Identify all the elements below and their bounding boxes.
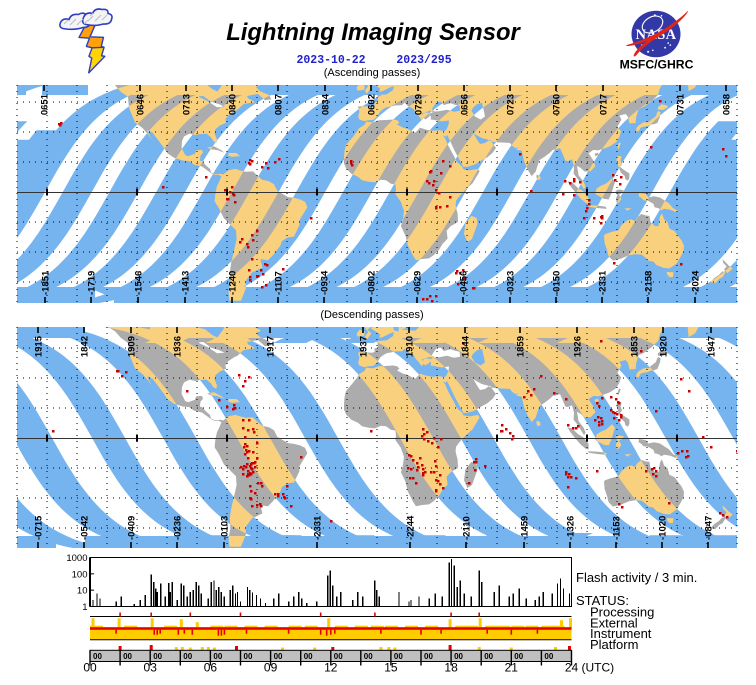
svg-text:1936: 1936 bbox=[173, 336, 184, 357]
svg-text:(Descending passes): (Descending passes) bbox=[320, 309, 423, 321]
svg-text:00: 00 bbox=[153, 652, 162, 661]
svg-text:-1851: -1851 bbox=[41, 270, 52, 295]
svg-text:-0456: -0456 bbox=[459, 271, 470, 295]
svg-text:MSFC/GHRC: MSFC/GHRC bbox=[620, 58, 694, 72]
svg-text:0717: 0717 bbox=[599, 94, 610, 115]
svg-text:1842: 1842 bbox=[80, 336, 91, 357]
svg-text:00: 00 bbox=[454, 652, 463, 661]
svg-text:1915: 1915 bbox=[34, 335, 45, 357]
svg-text:00: 00 bbox=[304, 652, 313, 661]
svg-text:-2024: -2024 bbox=[691, 270, 702, 295]
svg-text:(UTC): (UTC) bbox=[582, 661, 615, 675]
svg-text:1859: 1859 bbox=[516, 336, 527, 357]
svg-text:1937: 1937 bbox=[359, 336, 370, 357]
svg-text:2023-10-22: 2023-10-22 bbox=[296, 54, 365, 67]
svg-text:-0236: -0236 bbox=[173, 516, 184, 540]
svg-text:-2244: -2244 bbox=[406, 515, 417, 540]
svg-text:00: 00 bbox=[244, 652, 253, 661]
svg-text:Lightning Imaging Sensor: Lightning Imaging Sensor bbox=[226, 19, 521, 46]
svg-text:(Ascending passes): (Ascending passes) bbox=[324, 67, 421, 79]
svg-text:00: 00 bbox=[123, 652, 132, 661]
svg-text:-0802: -0802 bbox=[367, 271, 378, 295]
svg-text:-1719: -1719 bbox=[87, 271, 98, 295]
svg-text:-0103: -0103 bbox=[220, 516, 231, 540]
svg-text:00: 00 bbox=[484, 652, 493, 661]
svg-text:00: 00 bbox=[83, 661, 97, 675]
svg-text:-0934: -0934 bbox=[320, 270, 331, 295]
svg-text:0646: 0646 bbox=[136, 94, 147, 115]
svg-text:-0323: -0323 bbox=[506, 271, 517, 295]
svg-text:0840: 0840 bbox=[228, 94, 239, 115]
svg-text:-1459: -1459 bbox=[520, 516, 531, 540]
svg-text:1844: 1844 bbox=[461, 335, 472, 357]
svg-text:1909: 1909 bbox=[127, 336, 138, 357]
svg-text:10: 10 bbox=[77, 586, 88, 597]
svg-text:03: 03 bbox=[144, 661, 158, 675]
svg-text:00: 00 bbox=[213, 652, 222, 661]
svg-text:Processing: Processing bbox=[590, 605, 654, 620]
svg-text:1926: 1926 bbox=[573, 336, 584, 357]
svg-text:00: 00 bbox=[334, 652, 343, 661]
svg-text:00: 00 bbox=[394, 652, 403, 661]
svg-text:External: External bbox=[590, 615, 638, 630]
svg-text:-1546: -1546 bbox=[134, 271, 145, 295]
svg-text:-0409: -0409 bbox=[127, 516, 138, 540]
svg-text:Platform: Platform bbox=[590, 637, 638, 652]
svg-text:-1153: -1153 bbox=[612, 516, 623, 540]
svg-text:100: 100 bbox=[72, 569, 88, 580]
svg-text:-1107: -1107 bbox=[274, 271, 285, 295]
svg-text:1947: 1947 bbox=[707, 336, 718, 357]
svg-text:2023/295: 2023/295 bbox=[396, 54, 451, 67]
svg-text:-1413: -1413 bbox=[181, 271, 192, 295]
svg-text:0602: 0602 bbox=[367, 94, 378, 115]
svg-text:12: 12 bbox=[324, 661, 338, 675]
svg-text:-2331: -2331 bbox=[598, 270, 609, 295]
svg-text:18: 18 bbox=[444, 661, 458, 675]
svg-text:0658: 0658 bbox=[722, 94, 733, 115]
svg-text:STATUS:: STATUS: bbox=[576, 593, 629, 608]
svg-text:1917: 1917 bbox=[266, 336, 277, 357]
svg-text:0729: 0729 bbox=[414, 94, 425, 115]
svg-text:0731: 0731 bbox=[676, 93, 687, 115]
svg-text:-1240: -1240 bbox=[228, 271, 239, 295]
svg-text:0834: 0834 bbox=[321, 93, 332, 115]
svg-text:0651: 0651 bbox=[40, 93, 51, 115]
svg-text:Flash activity / 3 min.: Flash activity / 3 min. bbox=[576, 570, 697, 585]
svg-text:-0150: -0150 bbox=[552, 271, 563, 295]
svg-text:00: 00 bbox=[364, 652, 373, 661]
svg-text:00: 00 bbox=[544, 652, 553, 661]
svg-text:0807: 0807 bbox=[274, 94, 285, 115]
svg-text:-1020: -1020 bbox=[658, 516, 669, 540]
svg-text:-0715: -0715 bbox=[34, 515, 45, 540]
svg-text:-0542: -0542 bbox=[80, 516, 91, 540]
svg-text:00: 00 bbox=[183, 652, 192, 661]
svg-text:00: 00 bbox=[93, 652, 102, 661]
svg-text:00: 00 bbox=[514, 652, 523, 661]
svg-text:0750: 0750 bbox=[552, 94, 563, 115]
svg-text:24: 24 bbox=[565, 661, 579, 675]
svg-text:0656: 0656 bbox=[460, 94, 471, 115]
svg-text:1: 1 bbox=[82, 602, 87, 613]
svg-text:09: 09 bbox=[264, 661, 278, 675]
svg-text:0723: 0723 bbox=[506, 94, 517, 115]
svg-text:1853: 1853 bbox=[630, 336, 641, 357]
svg-text:15: 15 bbox=[384, 661, 398, 675]
svg-text:Instrument: Instrument bbox=[590, 626, 652, 641]
svg-text:0713: 0713 bbox=[182, 94, 193, 115]
svg-text:-2331: -2331 bbox=[313, 515, 324, 540]
svg-text:1920: 1920 bbox=[659, 336, 670, 357]
svg-text:-0847: -0847 bbox=[704, 516, 715, 540]
svg-text:-2158: -2158 bbox=[644, 271, 655, 295]
svg-text:00: 00 bbox=[274, 652, 283, 661]
svg-text:00: 00 bbox=[424, 652, 433, 661]
svg-text:-2110: -2110 bbox=[462, 516, 473, 540]
svg-text:1910: 1910 bbox=[405, 336, 416, 357]
svg-text:1000: 1000 bbox=[66, 553, 87, 564]
svg-text:21: 21 bbox=[505, 661, 519, 675]
svg-text:-1326: -1326 bbox=[566, 516, 577, 540]
svg-text:-0629: -0629 bbox=[413, 271, 424, 295]
svg-text:06: 06 bbox=[204, 661, 218, 675]
